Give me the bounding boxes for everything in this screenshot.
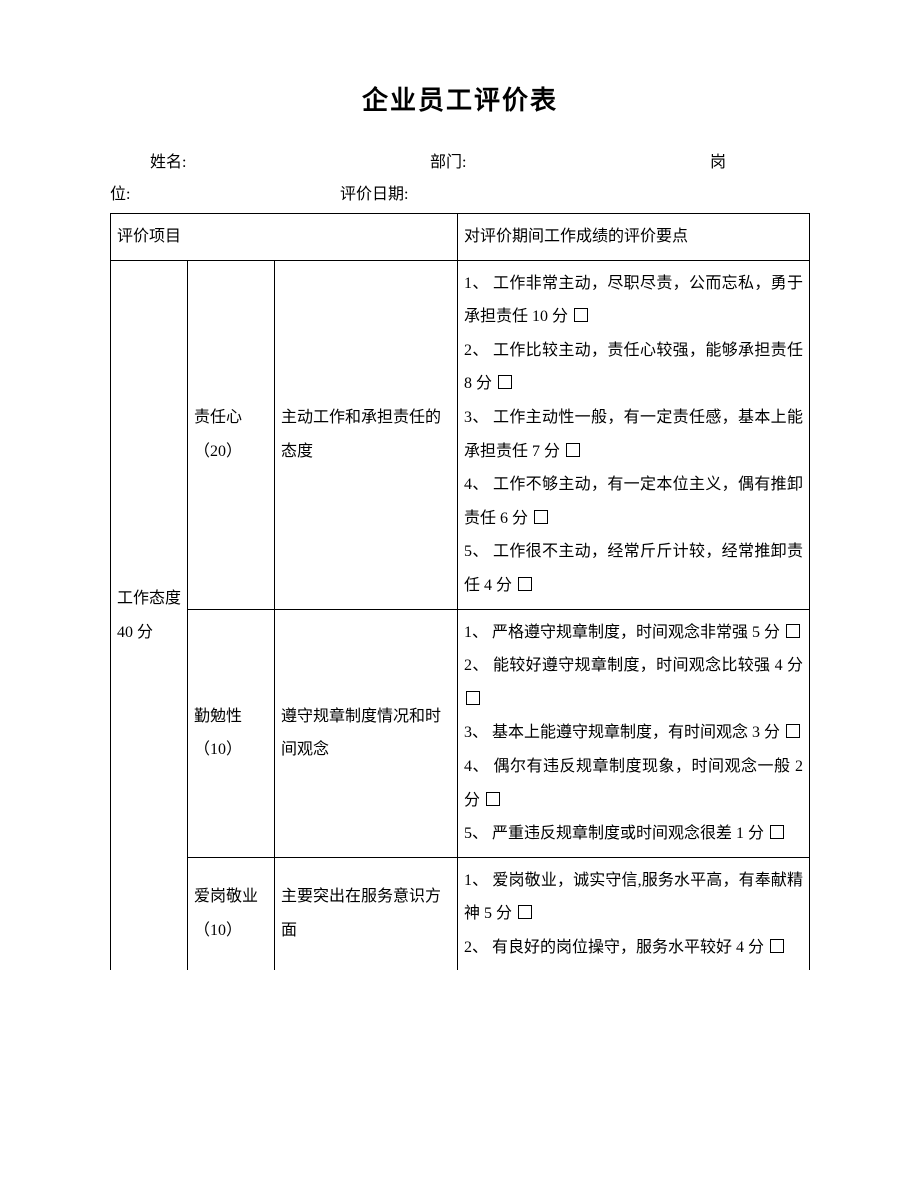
checkbox[interactable] [518,905,532,919]
position-label-part1: 岗 [710,147,726,179]
criteria-item: 3、 工作主动性一般，有一定责任感，基本上能承担责任 7 分 [464,401,803,468]
criteria-item: 2、 工作比较主动，责任心较强，能够承担责任 8 分 [464,334,803,401]
checkbox[interactable] [486,792,500,806]
criteria-item: 1、 严格遵守规章制度，时间观念非常强 5 分 [464,616,803,650]
desc-cell: 主动工作和承担责任的态度 [275,260,458,609]
desc-cell: 遵守规章制度情况和时间观念 [275,609,458,857]
checkbox[interactable] [466,691,480,705]
criteria-item: 2、 有良好的岗位操守，服务水平较好 4 分 [464,931,803,965]
checkbox[interactable] [770,825,784,839]
dept-label: 部门: [430,147,710,179]
criteria-cell: 1、 爱岗敬业，诚实守信,服务水平高，有奉献精神 5 分 2、 有良好的岗位操守… [458,857,810,970]
table-header-row: 评价项目 对评价期间工作成绩的评价要点 [111,214,810,261]
subitem-cell: 爱岗敬业（10） [188,857,275,970]
checkbox[interactable] [786,724,800,738]
header-points-cell: 对评价期间工作成绩的评价要点 [458,214,810,261]
criteria-item: 4、 偶尔有违反规章制度现象，时间观念一般 2 分 [464,750,803,817]
criteria-item: 4、 工作不够主动，有一定本位主义，偶有推卸责任 6 分 [464,468,803,535]
checkbox[interactable] [534,510,548,524]
criteria-cell: 1、 工作非常主动，尽职尽责，公而忘私，勇于承担责任 10 分 2、 工作比较主… [458,260,810,609]
criteria-item: 1、 工作非常主动，尽职尽责，公而忘私，勇于承担责任 10 分 [464,267,803,334]
desc-cell: 主要突出在服务意识方面 [275,857,458,970]
criteria-list: 1、 工作非常主动，尽职尽责，公而忘私，勇于承担责任 10 分 2、 工作比较主… [464,267,803,603]
criteria-list: 1、 严格遵守规章制度，时间观念非常强 5 分 2、 能较好遵守规章制度，时间观… [464,616,803,851]
category-cell: 工作态度 40 分 [111,260,188,970]
header-item-cell: 评价项目 [111,214,458,261]
checkbox[interactable] [786,624,800,638]
checkbox[interactable] [518,577,532,591]
header-info: 姓名: 部门: 岗 位: 评价日期: [110,147,810,211]
criteria-item: 1、 爱岗敬业，诚实守信,服务水平高，有奉献精神 5 分 [464,864,803,931]
position-label-part2: 位: [110,179,340,211]
header-line-2: 位: 评价日期: [150,179,810,211]
criteria-item: 5、 工作很不主动，经常斤斤计较，经常推卸责任 4 分 [464,535,803,602]
table-row: 爱岗敬业（10） 主要突出在服务意识方面 1、 爱岗敬业，诚实守信,服务水平高，… [111,857,810,970]
criteria-item: 5、 严重违反规章制度或时间观念很差 1 分 [464,817,803,851]
criteria-item: 2、 能较好遵守规章制度，时间观念比较强 4 分 [464,649,803,716]
subitem-cell: 勤勉性（10） [188,609,275,857]
checkbox[interactable] [770,939,784,953]
table-row: 工作态度 40 分 责任心（20） 主动工作和承担责任的态度 1、 工作非常主动… [111,260,810,609]
criteria-cell: 1、 严格遵守规章制度，时间观念非常强 5 分 2、 能较好遵守规章制度，时间观… [458,609,810,857]
name-label: 姓名: [150,147,430,179]
page: 企业员工评价表 姓名: 部门: 岗 位: 评价日期: 评价项目 对评价期间工作成… [0,0,920,1191]
checkbox[interactable] [574,308,588,322]
criteria-item: 3、 基本上能遵守规章制度，有时间观念 3 分 [464,716,803,750]
checkbox[interactable] [566,443,580,457]
page-title: 企业员工评价表 [110,80,810,117]
checkbox[interactable] [498,375,512,389]
header-line-1: 姓名: 部门: 岗 [150,147,810,179]
subitem-cell: 责任心（20） [188,260,275,609]
criteria-list: 1、 爱岗敬业，诚实守信,服务水平高，有奉献精神 5 分 2、 有良好的岗位操守… [464,864,803,965]
evaluation-table: 评价项目 对评价期间工作成绩的评价要点 工作态度 40 分 责任心（20） 主动… [110,213,810,970]
date-label: 评价日期: [340,179,408,211]
table-row: 勤勉性（10） 遵守规章制度情况和时间观念 1、 严格遵守规章制度，时间观念非常… [111,609,810,857]
